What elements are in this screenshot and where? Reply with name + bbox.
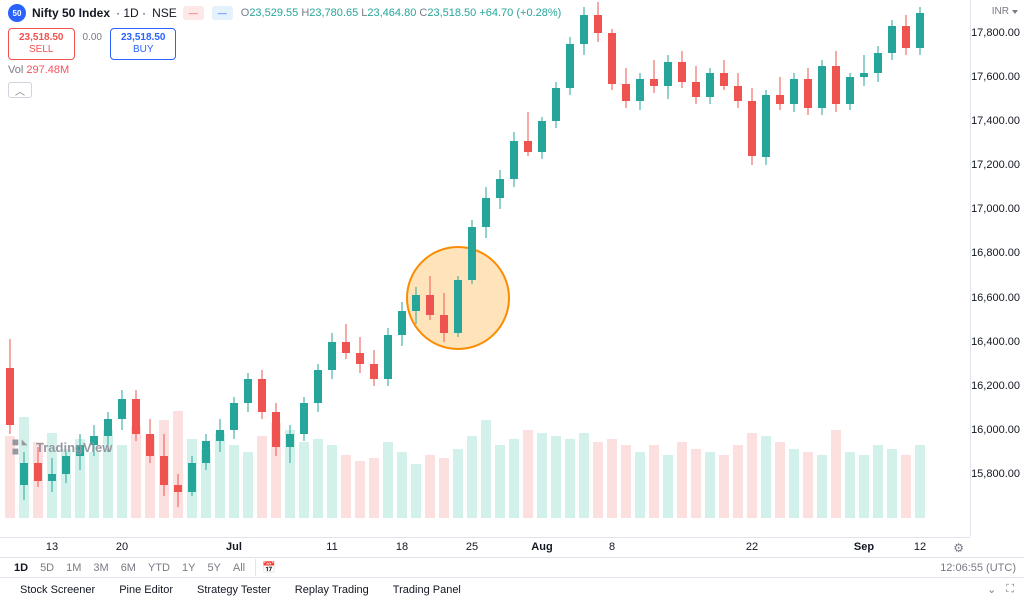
timeframe-6m[interactable]: 6M xyxy=(115,560,142,576)
x-tick-label: Sep xyxy=(854,541,874,553)
timeframe-5d[interactable]: 5D xyxy=(34,560,60,576)
x-tick-label: 20 xyxy=(116,541,128,553)
sell-button[interactable]: 23,518.50 SELL xyxy=(8,28,75,60)
timeframe-1d[interactable]: 1D xyxy=(8,560,34,576)
x-tick-label: 12 xyxy=(914,541,926,553)
y-tick-label: 16,400.00 xyxy=(971,336,1020,348)
tab-replay-trading[interactable]: Replay Trading xyxy=(283,582,381,598)
buysell-row: 23,518.50 SELL 0.00 23,518.50 BUY xyxy=(0,26,1024,62)
bottom-panel-tabs: Stock ScreenerPine EditorStrategy Tester… xyxy=(0,577,1024,601)
y-tick-label: 16,200.00 xyxy=(971,380,1020,392)
x-tick-label: 13 xyxy=(46,541,58,553)
time-axis[interactable]: ⚙ 13 20 Jul 11 18 25 Aug 8 22 Sep 12 xyxy=(0,537,970,557)
volume-indicator: Vol 297.48M xyxy=(0,62,1024,78)
exchange-label: NSE xyxy=(152,6,177,20)
tab-strategy-tester[interactable]: Strategy Tester xyxy=(185,582,283,598)
timeframe-5y[interactable]: 5Y xyxy=(201,560,226,576)
x-tick-label: 11 xyxy=(326,541,337,553)
x-tick-label: Aug xyxy=(531,541,552,553)
y-tick-label: 17,400.00 xyxy=(971,115,1020,127)
timeframe-1y[interactable]: 1Y xyxy=(176,560,201,576)
y-tick-label: 16,800.00 xyxy=(971,247,1020,259)
timeframe-bar: 1D5D1M3M6MYTD1Y5YAll📅 12:06:55 (UTC) xyxy=(0,557,1024,577)
indicator-pill-1[interactable]: — xyxy=(183,6,204,20)
buy-button[interactable]: 23,518.50 BUY xyxy=(110,28,177,60)
y-tick-label: 16,000.00 xyxy=(971,424,1020,436)
spread-value: 0.00 xyxy=(83,28,102,43)
interval-label[interactable]: · 1D · xyxy=(116,6,146,20)
y-tick-label: 17,000.00 xyxy=(971,203,1020,215)
tradingview-watermark: TradingView xyxy=(10,437,112,457)
chart-header: 50 Nifty 50 Index · 1D · NSE — — O23,529… xyxy=(0,0,1024,26)
collapse-header-button[interactable]: ︿ xyxy=(8,82,32,98)
x-tick-label: 18 xyxy=(396,541,408,553)
tab-pine-editor[interactable]: Pine Editor xyxy=(107,582,185,598)
x-tick-label: 22 xyxy=(746,541,758,553)
x-tick-label: 25 xyxy=(466,541,478,553)
panel-controls: ⌄ ⛶ xyxy=(985,581,1016,598)
y-tick-label: 15,800.00 xyxy=(971,468,1020,480)
clock-display: 12:06:55 (UTC) xyxy=(940,562,1016,574)
tab-stock-screener[interactable]: Stock Screener xyxy=(8,582,107,598)
x-tick-label: 8 xyxy=(609,541,615,553)
symbol-badge: 50 xyxy=(8,4,26,22)
x-tick-label: Jul xyxy=(226,541,242,553)
timeframe-3m[interactable]: 3M xyxy=(87,560,114,576)
y-tick-label: 16,600.00 xyxy=(971,292,1020,304)
panel-collapse-icon[interactable]: ⌄ xyxy=(985,581,998,598)
tab-trading-panel[interactable]: Trading Panel xyxy=(381,582,473,598)
ohlc-display: O23,529.55 H23,780.65 L23,464.80 C23,518… xyxy=(241,7,562,19)
calendar-icon[interactable]: 📅 xyxy=(255,559,282,576)
timeframe-all[interactable]: All xyxy=(227,560,251,576)
y-tick-label: 17,200.00 xyxy=(971,159,1020,171)
indicator-pill-2[interactable]: — xyxy=(212,6,233,20)
symbol-name[interactable]: Nifty 50 Index xyxy=(32,6,110,20)
axis-settings-icon[interactable]: ⚙ xyxy=(953,541,964,555)
timeframe-1m[interactable]: 1M xyxy=(60,560,87,576)
panel-maximize-icon[interactable]: ⛶ xyxy=(1004,581,1016,598)
timeframe-ytd[interactable]: YTD xyxy=(142,560,176,576)
